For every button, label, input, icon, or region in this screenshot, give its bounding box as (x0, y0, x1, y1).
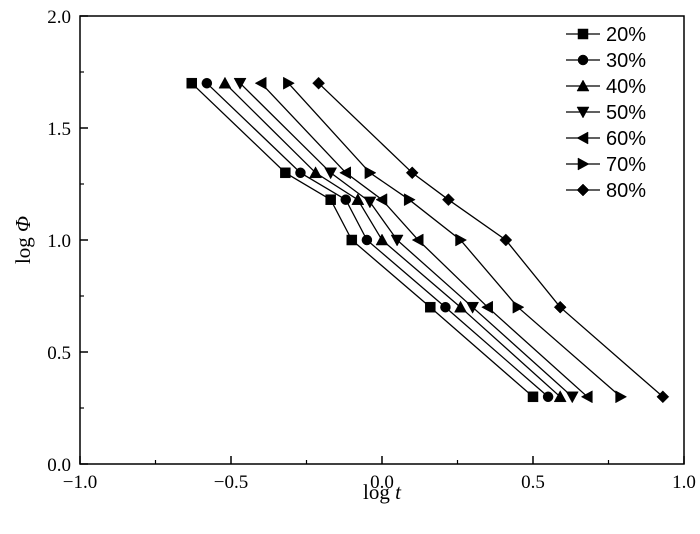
legend-entry: 40% (566, 76, 646, 98)
legend-entry: 60% (566, 128, 646, 150)
data-point (283, 76, 295, 90)
series-line (239, 82, 573, 398)
data-point (527, 391, 539, 403)
data-point (351, 193, 365, 205)
data-point (375, 233, 389, 246)
data-point (454, 300, 467, 313)
data-point (186, 77, 197, 89)
y-tick-label: 0.0 (47, 455, 71, 476)
legend-entry: 50% (566, 102, 646, 124)
data-point (201, 77, 213, 89)
data-point (512, 300, 525, 314)
legend-entry: 70% (566, 154, 646, 176)
data-point (364, 166, 377, 180)
y-axis-label: log Φ (11, 216, 35, 264)
y-axis-label-var: Φ (11, 216, 35, 232)
data-point (553, 390, 567, 403)
legend-layer: 20% 30% 40% 50% 60% 70% 80% (566, 24, 646, 202)
x-tick-label: −1.0 (63, 472, 97, 493)
data-point (580, 390, 593, 404)
data-point (440, 301, 451, 313)
legend-marker (576, 183, 590, 197)
data-point (411, 233, 424, 247)
data-point (324, 167, 338, 180)
data-point (425, 301, 436, 313)
data-point (442, 193, 455, 207)
x-axis-label-prefix: log (363, 480, 390, 504)
data-point (233, 77, 247, 90)
data-point (340, 194, 352, 205)
series-0 (186, 77, 539, 403)
data-point (403, 193, 416, 207)
plot-layer (186, 76, 670, 404)
legend-label: 20% (606, 24, 646, 46)
data-point (615, 390, 628, 404)
data-point (405, 166, 419, 180)
x-tick-label: 0.5 (521, 472, 545, 493)
x-axis-label: log t (363, 480, 402, 504)
legend-entry: 30% (566, 50, 646, 72)
legend-marker (576, 106, 590, 119)
series-line (191, 82, 534, 398)
data-point (553, 300, 567, 314)
data-point (656, 390, 670, 404)
data-point (280, 167, 291, 179)
series-line (260, 82, 588, 398)
data-point (295, 167, 306, 179)
legend-label: 50% (606, 102, 646, 124)
series-line (318, 82, 664, 398)
legend-entry: 20% (566, 24, 646, 46)
data-point (254, 76, 267, 90)
data-point (218, 76, 232, 89)
legend-marker (576, 79, 590, 92)
legend-entry: 80% (566, 180, 646, 202)
series-1 (201, 77, 554, 403)
series-5 (283, 76, 628, 404)
x-tick-label: 1.0 (672, 472, 696, 493)
data-point (466, 301, 480, 314)
series-2 (218, 76, 567, 403)
data-point (375, 193, 388, 207)
legend-label: 30% (606, 50, 646, 72)
y-tick-label: 1.0 (47, 231, 71, 252)
series-line (224, 82, 561, 398)
legend-label: 40% (606, 76, 646, 98)
x-tick-label: 0.0 (370, 472, 394, 493)
data-point (390, 234, 404, 247)
series-6 (312, 76, 670, 404)
data-point (499, 233, 513, 247)
series-line (206, 82, 549, 398)
data-point (481, 300, 493, 314)
data-point (339, 166, 352, 180)
data-point (361, 234, 373, 246)
legend-marker (577, 54, 589, 66)
y-tick-label: 0.5 (47, 343, 71, 364)
x-tick-label: −0.5 (214, 472, 248, 493)
y-tick-label: 2.0 (47, 7, 71, 28)
legend-label: 80% (606, 180, 646, 202)
series-line (287, 82, 622, 398)
data-point (363, 196, 377, 209)
data-point (312, 76, 325, 90)
x-axis-label-var: t (395, 480, 402, 504)
legend-marker (577, 157, 590, 171)
series-3 (233, 77, 579, 404)
legend-marker (576, 131, 589, 145)
data-point (346, 234, 358, 246)
data-point (565, 391, 579, 404)
legend-label: 70% (606, 154, 646, 176)
data-point (455, 233, 468, 247)
y-axis-label-prefix: log (11, 237, 35, 264)
axis-layer: −1.0 −0.5 0.0 0.5 1.0 0.0 0.5 1.0 1.5 2.0 (47, 7, 696, 493)
legend-marker (577, 28, 589, 40)
data-point (309, 166, 322, 179)
legend-label: 60% (606, 128, 646, 150)
y-tick-label: 1.5 (47, 119, 71, 140)
series-4 (254, 76, 593, 404)
data-point (542, 391, 554, 403)
data-point (325, 194, 336, 205)
